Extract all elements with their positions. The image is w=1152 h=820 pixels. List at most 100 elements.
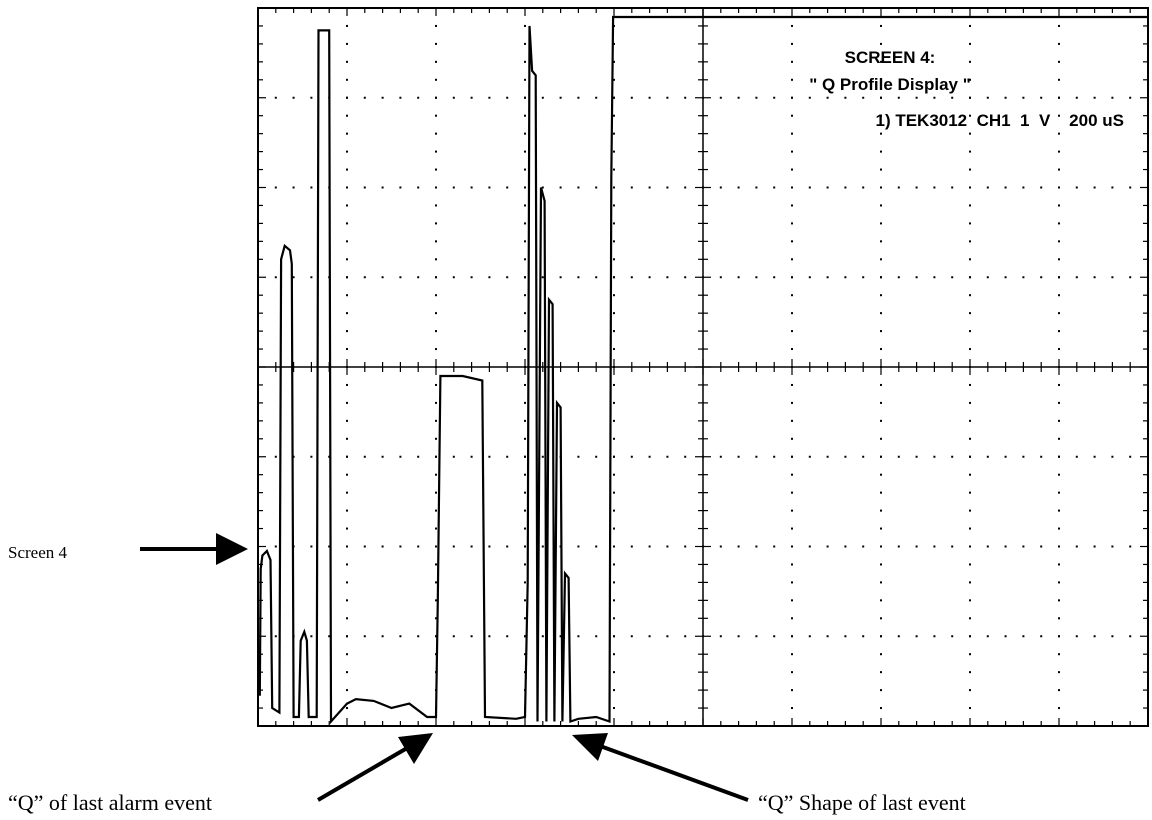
grid-dot xyxy=(435,438,437,440)
grid-dot xyxy=(346,133,348,135)
grid-dot xyxy=(916,546,918,548)
grid-dot xyxy=(880,169,882,171)
grid-dot xyxy=(1058,25,1060,27)
grid-dot xyxy=(969,97,971,99)
grid-dot xyxy=(880,581,882,583)
grid-dot xyxy=(880,204,882,206)
grid-dot xyxy=(1076,546,1078,548)
grid-dot xyxy=(880,240,882,242)
bottom-left-arrow xyxy=(318,733,433,800)
grid-dot xyxy=(666,456,668,458)
grid-dot xyxy=(524,474,526,476)
grid-dot xyxy=(791,581,793,583)
grid-dot xyxy=(1058,456,1060,458)
grid-dot xyxy=(791,294,793,296)
grid-dot xyxy=(1058,599,1060,601)
grid-dot xyxy=(506,97,508,99)
grid-dot xyxy=(310,276,312,278)
grid-dot xyxy=(791,510,793,512)
grid-dot xyxy=(542,97,544,99)
grid-dot xyxy=(880,133,882,135)
grid-dot xyxy=(524,546,526,548)
grid-dot xyxy=(791,671,793,673)
grid-dot xyxy=(880,348,882,350)
grid-dot xyxy=(969,402,971,404)
grid-dot xyxy=(969,169,971,171)
grid-dot xyxy=(488,276,490,278)
grid-dot xyxy=(791,456,793,458)
grid-dot xyxy=(969,258,971,260)
grid-dot xyxy=(791,528,793,530)
grid-dot xyxy=(1111,456,1113,458)
grid-dot xyxy=(791,707,793,709)
grid-dot xyxy=(453,276,455,278)
grid-dot xyxy=(399,276,401,278)
grid-dot xyxy=(755,97,757,99)
grid-dot xyxy=(364,635,366,637)
grid-dot xyxy=(346,97,348,99)
grid-dot xyxy=(809,546,811,548)
grid-dot xyxy=(1058,187,1060,189)
grid-dot xyxy=(435,528,437,530)
grid-dot xyxy=(880,653,882,655)
grid-dot xyxy=(613,617,615,619)
grid-dot xyxy=(738,546,740,548)
grid-dot xyxy=(399,187,401,189)
grid-dot xyxy=(969,528,971,530)
grid-dot xyxy=(595,97,597,99)
grid-dot xyxy=(1022,635,1024,637)
grid-dot xyxy=(382,546,384,548)
grid-dot xyxy=(613,510,615,512)
grid-dot xyxy=(613,456,615,458)
grid-dot xyxy=(791,240,793,242)
grid-dot xyxy=(1005,635,1007,637)
grid-dot xyxy=(346,689,348,691)
grid-dot xyxy=(613,528,615,530)
grid-dot xyxy=(969,510,971,512)
grid-dot xyxy=(862,635,864,637)
grid-dot xyxy=(524,169,526,171)
grid-dot xyxy=(524,61,526,63)
grid-dot xyxy=(346,187,348,189)
grid-dot xyxy=(435,169,437,171)
grid-dot xyxy=(880,330,882,332)
grid-dot xyxy=(969,330,971,332)
grid-dot xyxy=(666,635,668,637)
grid-dot xyxy=(862,546,864,548)
grid-dot xyxy=(933,635,935,637)
grid-dot xyxy=(613,671,615,673)
grid-dot xyxy=(880,599,882,601)
grid-dot xyxy=(649,187,651,189)
grid-dot xyxy=(524,384,526,386)
grid-dot xyxy=(435,330,437,332)
grid-dot xyxy=(791,563,793,565)
grid-dot xyxy=(310,187,312,189)
grid-dot xyxy=(275,97,277,99)
grid-dot xyxy=(435,474,437,476)
grid-dot xyxy=(346,671,348,673)
grid-dot xyxy=(346,474,348,476)
grid-dot xyxy=(684,635,686,637)
grid-dot xyxy=(684,187,686,189)
grid-dot xyxy=(542,546,544,548)
grid-dot xyxy=(666,276,668,278)
grid-dot xyxy=(1076,187,1078,189)
grid-dot xyxy=(916,635,918,637)
grid-dot xyxy=(435,348,437,350)
grid-dot xyxy=(755,546,757,548)
grid-dot xyxy=(880,97,882,99)
grid-dot xyxy=(524,312,526,314)
grid-dot xyxy=(524,204,526,206)
grid-dot xyxy=(1005,456,1007,458)
grid-dot xyxy=(346,204,348,206)
grid-dot xyxy=(1111,276,1113,278)
grid-dot xyxy=(524,151,526,153)
grid-dot xyxy=(435,133,437,135)
grid-dot xyxy=(1040,635,1042,637)
grid-dot xyxy=(791,79,793,81)
grid-dot xyxy=(524,222,526,224)
grid-dot xyxy=(613,115,615,117)
grid-dot xyxy=(880,222,882,224)
grid-dot xyxy=(1040,456,1042,458)
